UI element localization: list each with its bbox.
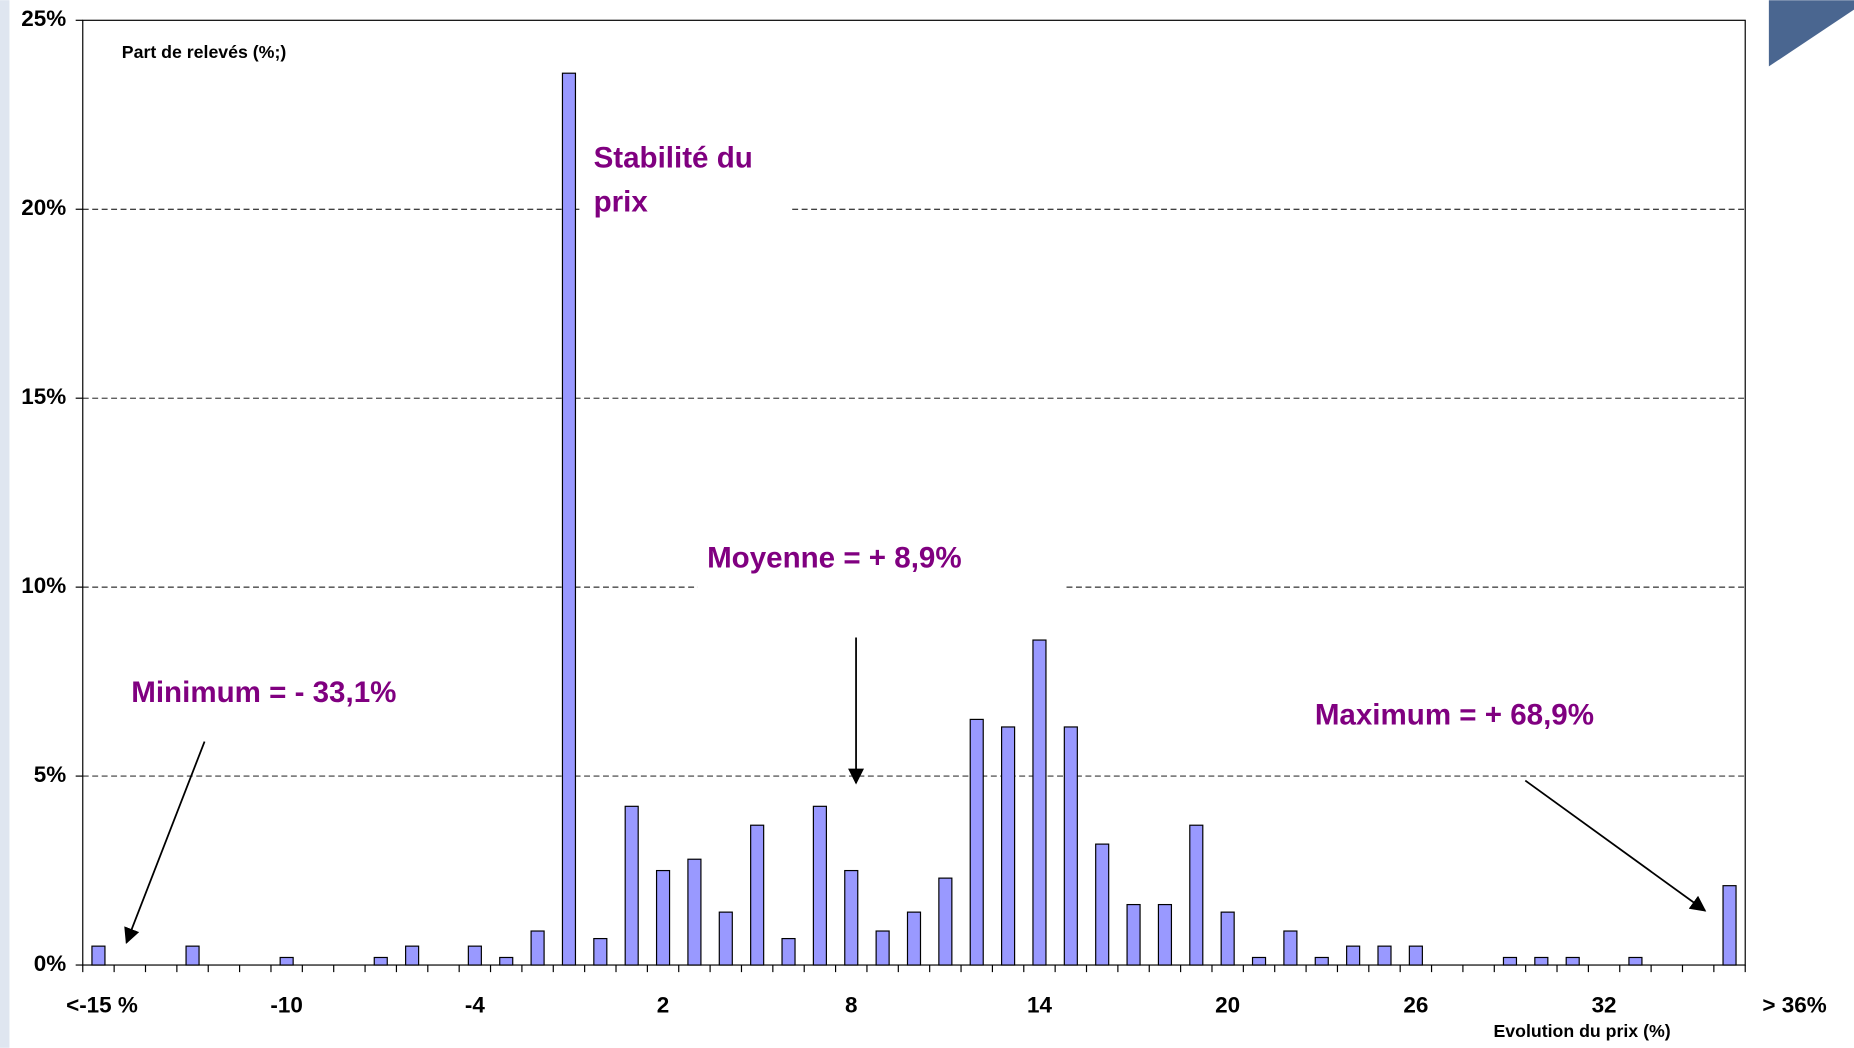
bar <box>1032 639 1047 966</box>
annotation: Moyenne = + 8,9% <box>707 541 962 574</box>
bar <box>1534 956 1549 966</box>
x-axis-label: Evolution du prix (%) <box>1493 1021 1670 1041</box>
x-tick-label: 20 <box>1215 992 1240 1017</box>
y-tick-label: 25% <box>21 6 66 31</box>
bar <box>593 937 608 966</box>
bar <box>1722 885 1737 966</box>
bar <box>279 956 294 966</box>
bar <box>1220 911 1235 966</box>
bar <box>655 869 671 966</box>
arrow <box>124 741 206 945</box>
bar <box>781 937 796 966</box>
bar <box>1628 956 1643 966</box>
x-tick-label: 32 <box>1592 992 1617 1017</box>
bar <box>1565 956 1580 966</box>
bar <box>1502 956 1518 966</box>
bar <box>969 718 984 966</box>
x-tick-label: 14 <box>1027 992 1052 1017</box>
arrow <box>1524 779 1707 912</box>
bar <box>624 805 639 966</box>
y-tick-label: 15% <box>21 384 66 409</box>
y-axis-label: Part de relevés (%;) <box>122 42 287 62</box>
x-tick-label: 26 <box>1403 992 1428 1017</box>
x-tick-label: -4 <box>465 992 485 1017</box>
bar <box>718 911 733 966</box>
label-background <box>579 187 790 230</box>
bar <box>1189 824 1204 966</box>
annotation: prix <box>594 185 649 218</box>
bar <box>1283 930 1298 966</box>
bar <box>938 877 953 966</box>
y-tick-label: 0% <box>34 951 66 976</box>
bar <box>1126 903 1141 966</box>
y-tick-label: 5% <box>34 762 66 787</box>
bar <box>687 858 702 966</box>
bar <box>1408 945 1423 966</box>
bar <box>1314 956 1329 966</box>
annotation: Maximum = + 68,9% <box>1315 699 1594 732</box>
bar <box>1095 843 1110 966</box>
bar <box>185 945 200 966</box>
bar <box>1063 726 1078 966</box>
label-background <box>697 570 1065 604</box>
bar <box>1346 945 1361 966</box>
bar <box>875 930 890 966</box>
bar <box>499 956 514 966</box>
x-tick-label: > 36% <box>1762 992 1826 1017</box>
bar <box>1251 956 1267 966</box>
x-tick-label: 2 <box>657 992 669 1017</box>
annotation: Stabilité du <box>594 142 753 175</box>
corner-decoration <box>1768 0 1854 67</box>
y-tick-label: 10% <box>21 573 66 598</box>
annotation: Minimum = - 33,1% <box>131 676 396 709</box>
side-strip <box>0 0 10 1048</box>
plot-area <box>82 19 1746 966</box>
x-tick-label: <-15 % <box>66 992 138 1017</box>
bar <box>405 945 420 966</box>
y-tick-label: 20% <box>21 195 66 220</box>
bar <box>1001 726 1016 966</box>
bar <box>561 72 577 966</box>
bar <box>1377 945 1392 966</box>
bar <box>467 945 482 966</box>
bar <box>812 805 827 966</box>
bar <box>373 956 388 966</box>
x-tick-label: -10 <box>270 992 302 1017</box>
bar <box>530 930 545 966</box>
bar <box>906 911 922 966</box>
bar <box>1157 903 1173 966</box>
x-tick-label: 8 <box>845 992 857 1017</box>
bar <box>750 824 765 966</box>
bar <box>844 869 859 966</box>
bar <box>91 945 106 966</box>
